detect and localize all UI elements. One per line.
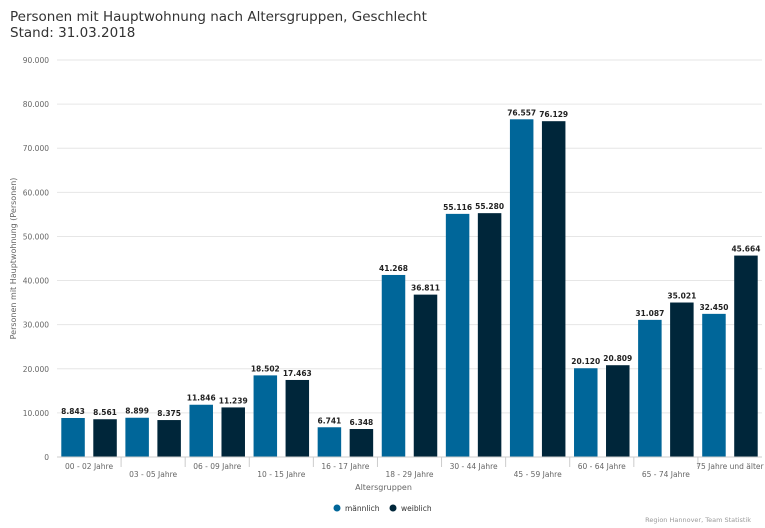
bar — [734, 255, 758, 457]
bar — [413, 294, 438, 457]
data-label: 17.463 — [283, 369, 312, 378]
bar — [349, 428, 374, 457]
data-label: 55.116 — [443, 203, 472, 212]
bar — [189, 404, 213, 457]
y-tick-label: 60.000 — [23, 188, 49, 197]
x-tick-label: 16 - 17 Jahre — [321, 462, 369, 471]
x-tick-label: 00 - 02 Jahre — [65, 462, 113, 471]
y-tick-label: 70.000 — [23, 144, 49, 153]
data-label: 20.120 — [571, 357, 600, 366]
bar — [574, 368, 598, 457]
bar — [61, 417, 85, 457]
x-tick-label: 60 - 64 Jahre — [578, 462, 626, 471]
bar — [670, 302, 694, 457]
x-tick-label: 65 - 74 Jahre — [642, 470, 690, 479]
x-axis-label: Altersgruppen — [355, 483, 412, 492]
y-tick-label: 90.000 — [23, 56, 49, 65]
chart-title-block: Personen mit Hauptwohnung nach Altersgru… — [10, 9, 427, 41]
bar — [93, 419, 117, 457]
data-label: 11.846 — [187, 394, 216, 403]
y-tick-label: 20.000 — [23, 365, 49, 374]
data-label: 35.021 — [667, 292, 696, 301]
y-tick-label: 80.000 — [23, 100, 49, 109]
credit-text: Region Hannover, Team Statistik — [645, 516, 751, 524]
bar — [157, 420, 181, 457]
data-label: 76.129 — [539, 110, 568, 119]
data-label: 20.809 — [603, 354, 632, 363]
bar — [541, 121, 566, 457]
bar — [381, 274, 406, 457]
y-tick-label: 30.000 — [23, 321, 49, 330]
data-label: 31.087 — [635, 309, 664, 318]
data-label: 45.664 — [731, 245, 760, 254]
bar — [253, 375, 278, 457]
y-axis-label: Personen mit Hauptwohnung (Personen) — [9, 178, 18, 340]
data-label: 6.741 — [318, 416, 342, 425]
x-tick-label: 06 - 09 Jahre — [193, 462, 241, 471]
bar — [606, 365, 630, 457]
data-label: 6.348 — [350, 418, 374, 427]
bar — [445, 213, 470, 457]
bar — [477, 213, 502, 457]
bar — [317, 427, 342, 457]
data-label: 76.557 — [507, 108, 536, 117]
data-label: 8.843 — [61, 407, 85, 416]
x-tick-label: 45 - 59 Jahre — [514, 470, 562, 479]
data-label: 8.899 — [125, 407, 149, 416]
data-label: 32.450 — [699, 303, 728, 312]
data-label: 41.268 — [379, 264, 408, 273]
bar — [221, 407, 245, 457]
legend-marker — [389, 504, 397, 512]
y-tick-label: 50.000 — [23, 232, 49, 241]
x-tick-label: 03 - 05 Jahre — [129, 470, 177, 479]
data-label: 8.375 — [157, 409, 181, 418]
legend-marker — [333, 504, 341, 512]
legend-label: weiblich — [401, 504, 432, 513]
data-label: 11.239 — [219, 396, 248, 405]
x-tick-label: 18 - 29 Jahre — [385, 470, 433, 479]
y-tick-label: 0 — [44, 453, 49, 462]
x-tick-label: 30 - 44 Jahre — [450, 462, 498, 471]
y-tick-label: 10.000 — [23, 409, 49, 418]
bar — [702, 313, 726, 457]
bar — [285, 379, 310, 457]
chart-title: Personen mit Hauptwohnung nach Altersgru… — [10, 9, 427, 25]
legend-label: männlich — [345, 504, 380, 513]
data-label: 55.280 — [475, 202, 504, 211]
data-label: 36.811 — [411, 284, 440, 293]
y-tick-label: 40.000 — [23, 277, 49, 286]
x-tick-label: 75 Jahre und älter — [696, 462, 764, 471]
bar — [125, 417, 149, 457]
chart-subtitle: Stand: 31.03.2018 — [10, 25, 136, 41]
data-label: 18.502 — [251, 364, 280, 373]
bar — [509, 119, 534, 457]
bar — [638, 319, 662, 457]
data-label: 8.561 — [93, 408, 117, 417]
x-tick-label: 10 - 15 Jahre — [257, 470, 305, 479]
